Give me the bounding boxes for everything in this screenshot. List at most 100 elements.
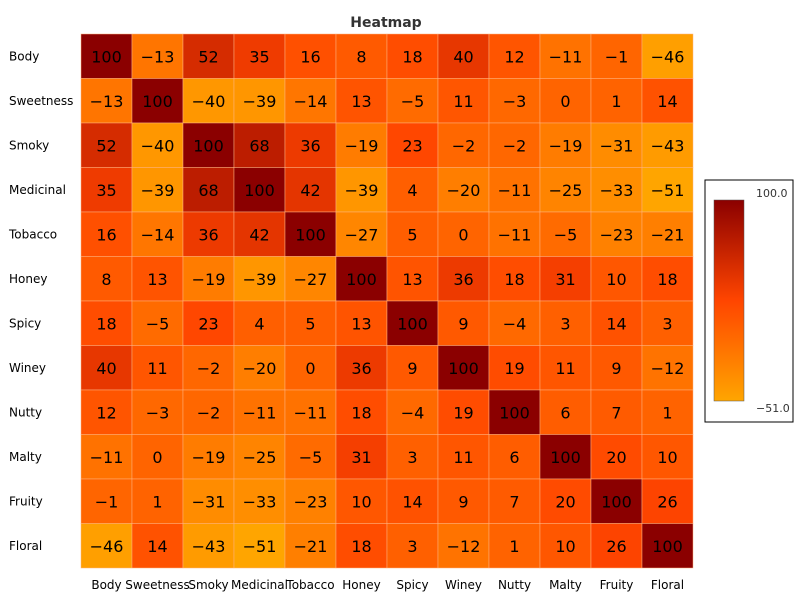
cell-value-label: 10 [606,270,626,289]
heatmap-cell [80,78,133,124]
heatmap-cell [284,211,337,257]
cell-value-label: 52 [198,47,218,66]
heatmap-cell [590,300,643,346]
heatmap-cell [641,300,694,346]
cell-value-label: 16 [300,47,320,66]
heatmap-cell [80,211,133,257]
cell-value-label: 5 [305,314,315,333]
heatmap-cell [437,256,490,302]
heatmap-cell [590,167,643,213]
heatmap-cell [437,33,490,79]
cell-value-label: 100 [295,225,326,244]
heatmap-cell [641,523,694,569]
heatmap-cell [335,389,388,435]
heatmap-cell [590,345,643,391]
heatmap-cell [233,345,286,391]
cell-value-label: 1 [509,537,519,556]
cell-value-label: 10 [555,537,575,556]
heatmap-cell [488,78,541,124]
heatmap-cell [590,478,643,524]
cell-value-label: 100 [193,136,224,155]
cell-value-label: −21 [294,537,328,556]
heatmap-cell [590,523,643,569]
heatmap-cell [131,167,184,213]
cell-value-label: −1 [605,47,629,66]
row-label: Nutty [9,405,42,419]
cell-value-label: −51 [243,537,277,556]
cell-value-label: 8 [101,270,111,289]
heatmap-cell [182,300,235,346]
cell-value-label: 42 [249,225,269,244]
cell-value-label: 13 [402,270,422,289]
cell-value-label: −46 [651,47,685,66]
heatmap-cell [539,256,592,302]
heatmap-cell [131,523,184,569]
heatmap-cell [80,256,133,302]
cell-value-label: 40 [96,359,116,378]
cell-value-label: −19 [192,448,226,467]
cell-value-label: −12 [651,359,685,378]
cell-value-label: 9 [458,492,468,511]
cell-value-label: 0 [305,359,315,378]
cell-value-label: 13 [351,92,371,111]
cell-value-label: −11 [90,448,124,467]
heatmap-cell [284,78,337,124]
cell-value-label: 36 [300,136,320,155]
cell-value-label: −11 [498,181,532,200]
cell-value-label: 12 [504,47,524,66]
heatmap-cell [386,256,439,302]
heatmap-cell [233,389,286,435]
heatmap-cell [233,167,286,213]
heatmap-cell [233,33,286,79]
heatmap-cell [284,523,337,569]
heatmap-cell [284,478,337,524]
heatmap-cell [437,78,490,124]
heatmap-cell [131,211,184,257]
heatmap-cell [182,523,235,569]
cell-value-label: 100 [499,403,530,422]
cell-value-label: 26 [657,492,677,511]
cell-value-label: 19 [504,359,524,378]
cell-value-label: −25 [243,448,277,467]
cell-value-label: −14 [294,92,328,111]
cell-value-label: 5 [407,225,417,244]
cell-value-label: −5 [401,92,425,111]
heatmap-cell [641,434,694,480]
cell-value-label: 0 [458,225,468,244]
cell-value-label: 100 [550,448,581,467]
column-label: Spicy [396,578,428,592]
heatmap-cell [233,78,286,124]
heatmap-cell [437,389,490,435]
heatmap-cell [284,122,337,168]
heatmap-cell [539,345,592,391]
cell-value-label: −40 [192,92,226,111]
cell-value-label: −4 [401,403,425,422]
heatmap-cell [284,434,337,480]
heatmap-cell [335,78,388,124]
heatmap-cell [182,33,235,79]
cell-value-label: 100 [91,47,122,66]
heatmap-cell [182,434,235,480]
heatmap-cell [284,300,337,346]
column-label: Nutty [498,578,531,592]
cell-value-label: −2 [197,403,221,422]
cell-value-label: 12 [96,403,116,422]
heatmap-cell [80,33,133,79]
cell-value-label: −5 [146,314,170,333]
cell-value-label: 11 [453,448,473,467]
cell-value-label: 100 [397,314,428,333]
heatmap-cell [131,33,184,79]
cell-value-label: −39 [345,181,379,200]
cell-value-label: 9 [407,359,417,378]
cell-value-label: 6 [509,448,519,467]
cell-value-label: −27 [345,225,379,244]
heatmap-cell [590,389,643,435]
cell-value-label: 18 [351,403,371,422]
cell-value-label: 36 [198,225,218,244]
cell-value-label: −43 [192,537,226,556]
cell-value-label: 3 [560,314,570,333]
heatmap-cell [641,33,694,79]
heatmap-cell [233,478,286,524]
heatmap-cell [131,78,184,124]
heatmap-cell [437,345,490,391]
